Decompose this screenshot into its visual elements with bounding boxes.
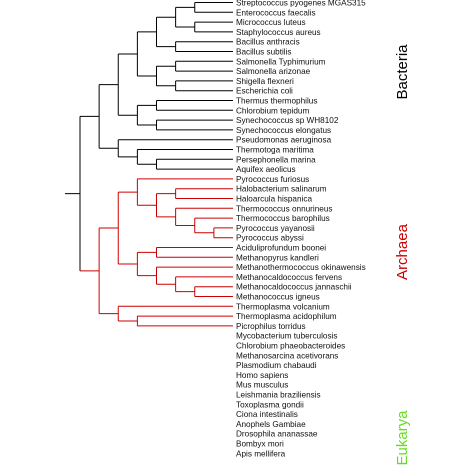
species-labels: Streptococcus pyogenes MGAS315Enterococc…: [236, 0, 366, 458]
species-label: Thermoplasma acidophilum: [236, 312, 337, 321]
species-label: Enterococcus faecalis: [236, 8, 316, 17]
species-label: Anophels Gambiae: [236, 420, 306, 429]
species-label: Staphylococcus aureus: [236, 28, 321, 37]
species-label: Persephonella marina: [236, 155, 316, 164]
species-label: Thermotoga maritima: [236, 146, 314, 155]
species-label: Methanothermococcus okinawensis: [236, 263, 366, 272]
species-label: Bacillus anthracis: [236, 38, 300, 47]
species-label: Micrococcus luteus: [236, 18, 306, 27]
species-label: Thermococcus barophilus: [236, 214, 330, 223]
species-label: Chlorobium phaeobacteroides: [236, 342, 345, 351]
species-label: Escherichia coli: [236, 87, 293, 96]
species-label: Synechococcus elongatus: [236, 126, 331, 135]
species-label: Drosophila ananassae: [236, 430, 318, 439]
species-label: Methanocaldococcus jannaschii: [236, 283, 352, 292]
species-label: Apis mellifera: [236, 449, 286, 458]
species-label: Haloarcula hispanica: [236, 195, 312, 204]
species-label: Pseudomonas aeruginosa: [236, 136, 332, 145]
species-label: Salmonella Typhimurium: [236, 57, 326, 66]
species-label: Thermococcus onnurineus: [236, 204, 332, 213]
species-label: Halobacterium salinarum: [236, 185, 327, 194]
species-label: Mycobacterium tuberculosis: [236, 332, 337, 341]
species-label: Pyrococcus abyssi: [236, 234, 304, 243]
species-label: Toxoplasma gondii: [236, 400, 304, 409]
species-label: Ciona intestinalis: [236, 410, 298, 419]
species-label: Aciduliprofundum boonei: [236, 244, 326, 253]
species-label: Methanococcus igneus: [236, 293, 320, 302]
species-label: Homo sapiens: [236, 371, 288, 380]
species-label: Synechococcus sp WH8102: [236, 116, 339, 125]
species-label: Picrophilus torridus: [236, 322, 306, 331]
species-label: Methanopyrus kandleri: [236, 253, 319, 262]
species-label: Pyrococcus furiosus: [236, 175, 309, 184]
species-label: Aquifex aeolicus: [236, 165, 296, 174]
species-label: Chlorobium tepidum: [236, 106, 309, 115]
species-label: Mus musculus: [236, 381, 288, 390]
species-label: Pyrococcus yayanosii: [236, 224, 315, 233]
domain-label-archaea: Archaea: [394, 223, 411, 280]
domain-label-eukarya: Eukarya: [394, 410, 411, 466]
species-label: Plasmodium chabaudi: [236, 361, 317, 370]
species-label: Methanosarcina acetivorans: [236, 351, 338, 360]
domain-label-bacteria: Bacteria: [394, 44, 411, 100]
tree-branches: [65, 2, 233, 327]
species-label: Thermus thermophilus: [236, 97, 317, 106]
species-label: Streptococcus pyogenes MGAS315: [236, 0, 366, 8]
species-label: Methanocaldococcus fervens: [236, 273, 342, 282]
species-label: Thermoplasma volcanium: [236, 302, 330, 311]
species-label: Leishmania braziliensis: [236, 391, 321, 400]
species-label: Bombyx mori: [236, 440, 284, 449]
species-label: Bacillus subtilis: [236, 48, 292, 57]
species-label: Shigella flexneri: [236, 77, 294, 86]
species-label: Salmonella arizonae: [236, 67, 311, 76]
